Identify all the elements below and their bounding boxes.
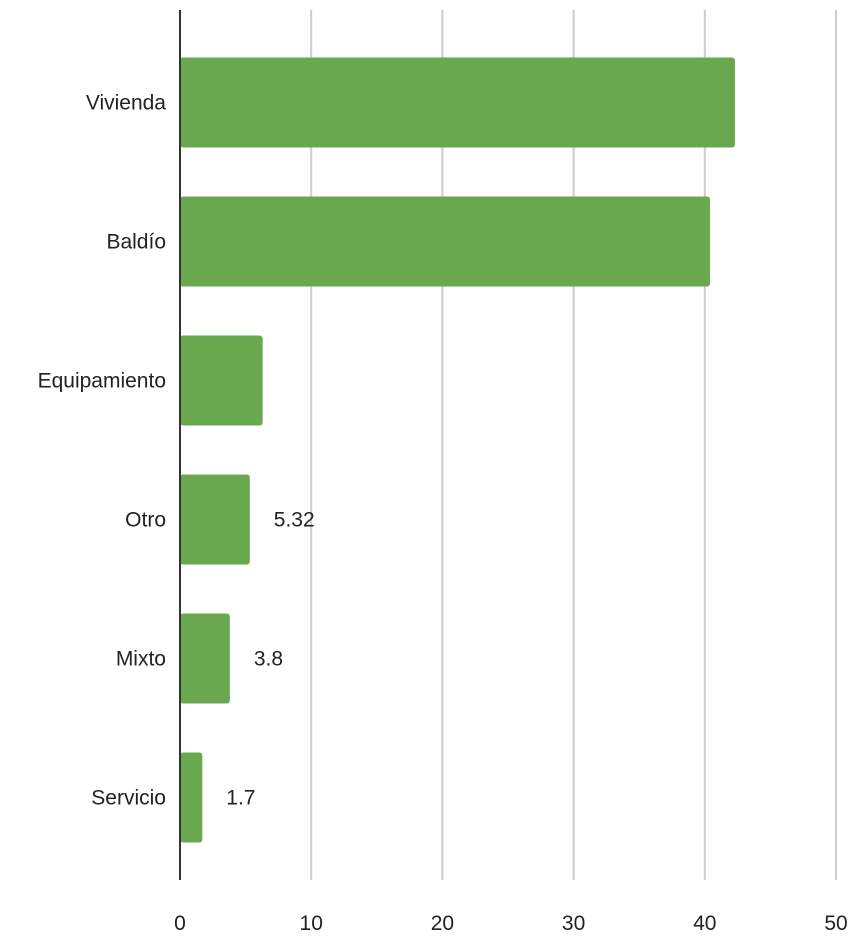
bar <box>180 752 203 843</box>
x-axis-tick-labels: 0 10 20 30 40 50 <box>174 912 848 935</box>
category-labels: Vivienda Baldío Equipamiento Otro Mixto Servi… <box>38 92 167 810</box>
category-label: Mixto <box>116 648 166 671</box>
bar <box>180 57 735 148</box>
gridlines <box>310 10 837 880</box>
data-labels: 5.32 3.8 1.7 <box>226 509 314 810</box>
data-label: 1.7 <box>226 787 255 810</box>
category-label: Otro <box>125 509 166 532</box>
bar <box>180 474 250 565</box>
bar <box>180 335 263 426</box>
data-label: 3.8 <box>254 648 283 671</box>
x-tick-label: 0 <box>174 912 186 935</box>
x-tick-label: 30 <box>562 912 585 935</box>
category-label: Vivienda <box>86 92 166 115</box>
x-tick-label: 20 <box>431 912 454 935</box>
bar <box>180 196 711 287</box>
data-label: 5.32 <box>274 509 315 532</box>
bars <box>180 57 735 843</box>
x-tick-label: 10 <box>300 912 323 935</box>
x-tick-label: 50 <box>824 912 847 935</box>
category-label: Baldío <box>106 231 166 254</box>
category-label: Servicio <box>91 787 166 810</box>
category-label: Equipamiento <box>38 370 166 393</box>
x-tick-label: 40 <box>693 912 716 935</box>
bar <box>180 613 230 704</box>
